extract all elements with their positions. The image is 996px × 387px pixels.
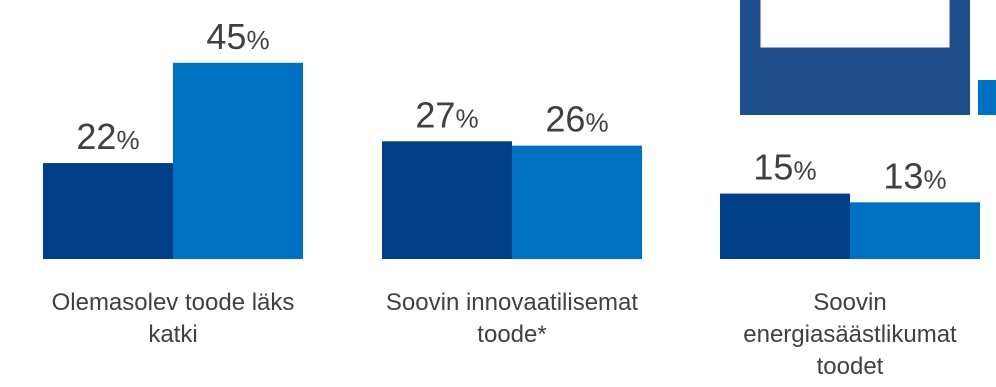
data-label-s2-c3: 13% xyxy=(883,155,946,196)
bar-s2-c2 xyxy=(512,145,642,259)
bar-s1-c1 xyxy=(43,163,173,259)
data-label-s1-c3: 15% xyxy=(753,147,816,188)
bar-s2-c3 xyxy=(850,202,980,259)
data-label-s2-c2: 26% xyxy=(545,99,608,140)
category-label-3: Soovin energiasäästlikumat toodet xyxy=(743,289,957,380)
data-label-s2-c1: 45% xyxy=(206,16,269,57)
data-label-s1-c2: 27% xyxy=(415,94,478,135)
decorative-appliance-icon xyxy=(740,0,996,115)
bars-layer xyxy=(43,62,980,259)
bar-s1-c2 xyxy=(382,141,512,259)
category-label-2: Soovin innovaatilisemat toode* xyxy=(386,289,638,348)
value-labels-layer: 22% 27% 15% 45% 26% 13% xyxy=(76,16,946,197)
category-labels-layer: Olemasolev toode läks katki Soovin innovaa… xyxy=(52,289,957,380)
data-label-s1-c1: 22% xyxy=(76,116,139,157)
bar-s2-c1 xyxy=(173,62,303,259)
bar-s1-c3 xyxy=(720,193,850,259)
appliance-handle xyxy=(790,38,882,46)
appliance-edge xyxy=(978,80,996,115)
category-label-1: Olemasolev toode läks katki xyxy=(52,289,295,348)
